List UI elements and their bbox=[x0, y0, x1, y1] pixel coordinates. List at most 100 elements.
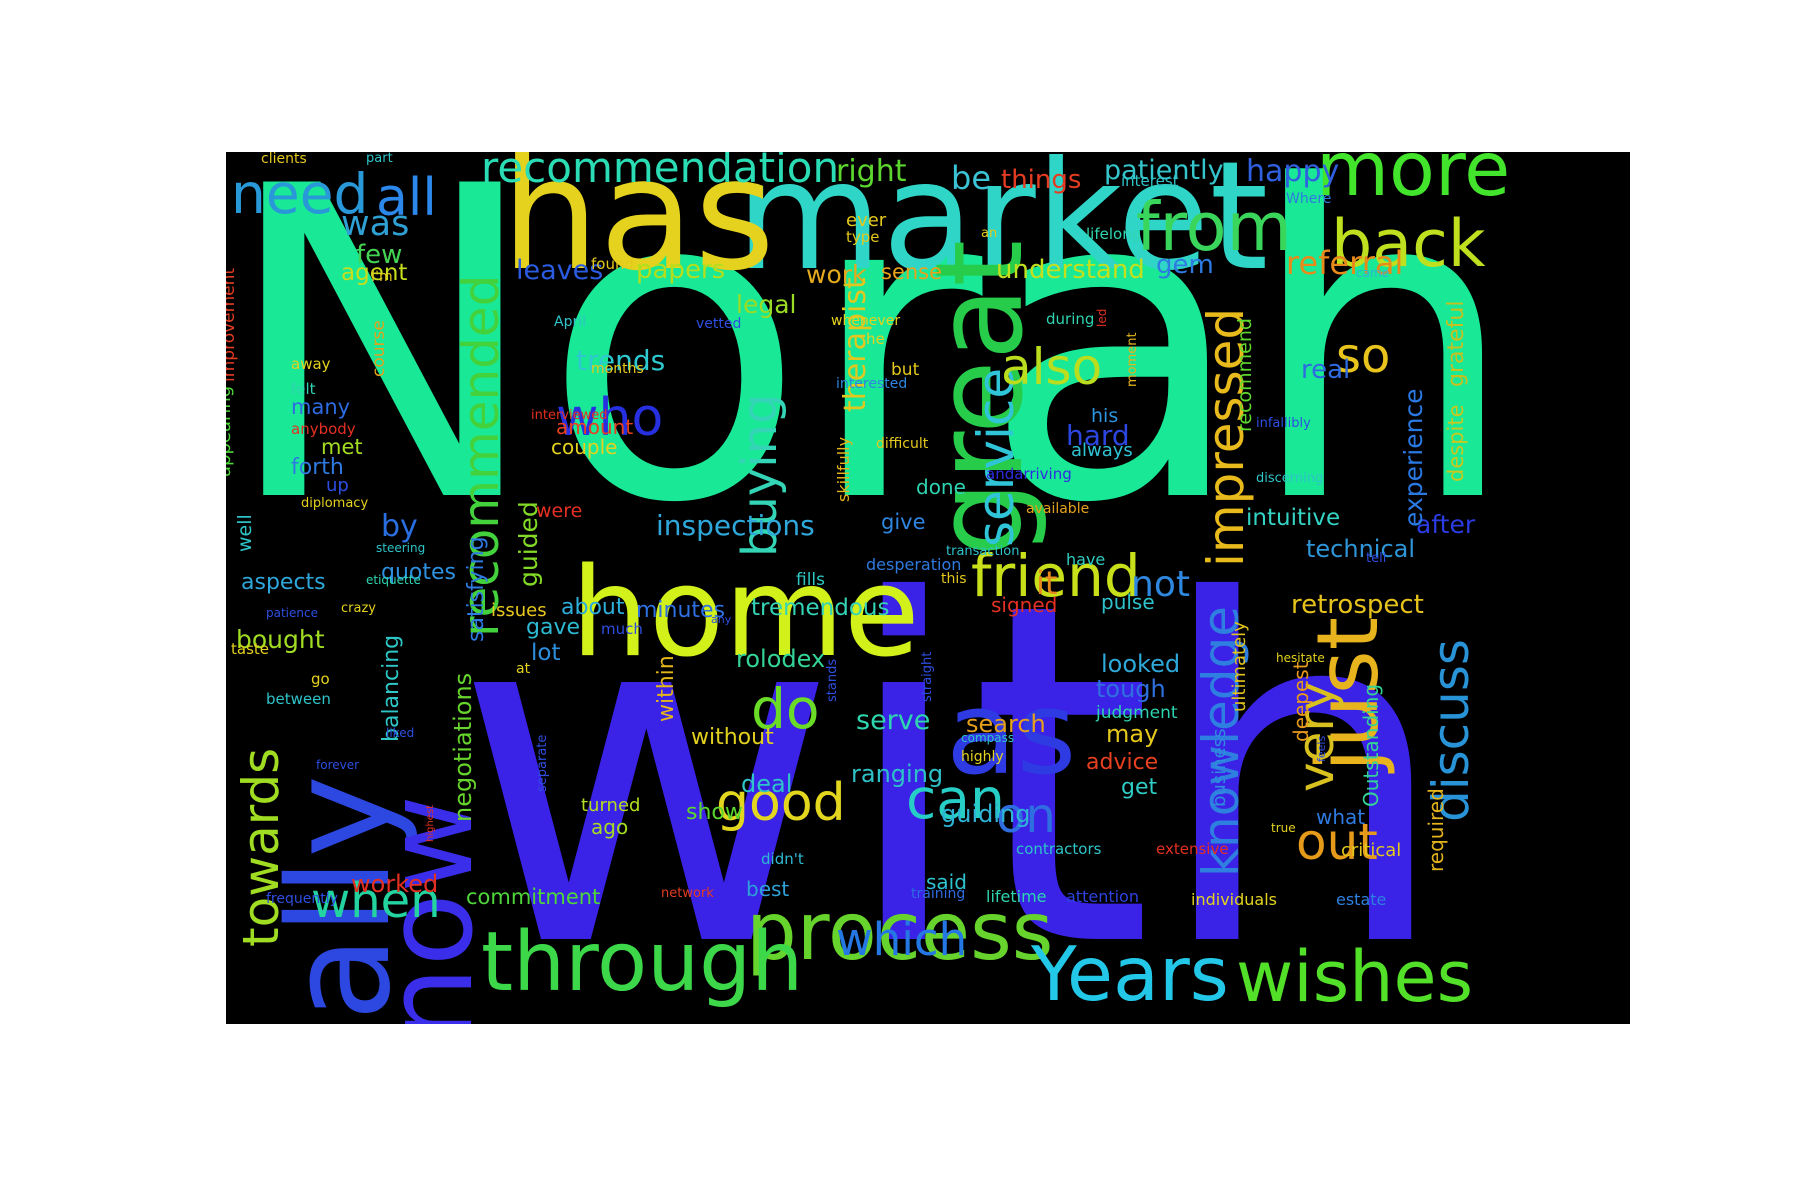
cloud-word: market bbox=[736, 152, 1269, 304]
cloud-word: judgment bbox=[1096, 703, 1178, 723]
cloud-word: felt bbox=[291, 380, 316, 398]
cloud-word: required bbox=[1424, 788, 1448, 872]
cloud-word: discerning bbox=[1256, 471, 1324, 486]
cloud-word: through bbox=[481, 915, 804, 1010]
cloud-word: he bbox=[866, 330, 885, 348]
cloud-word: pulse bbox=[1101, 590, 1155, 614]
cloud-word: deal bbox=[741, 770, 793, 798]
cloud-word: technical bbox=[1306, 535, 1416, 563]
cloud-word: right bbox=[836, 154, 907, 189]
cloud-word: highest bbox=[425, 804, 436, 842]
cloud-word: moment bbox=[1125, 332, 1140, 387]
cloud-word: process bbox=[746, 885, 1054, 978]
cloud-word: tell bbox=[1366, 551, 1387, 566]
cloud-word: well bbox=[234, 514, 256, 552]
cloud-word: turned bbox=[581, 795, 641, 816]
cloud-word: feels bbox=[1315, 735, 1328, 762]
cloud-word: not bbox=[1131, 564, 1190, 605]
cloud-word: trends bbox=[576, 344, 666, 377]
cloud-word: diplomacy bbox=[301, 496, 369, 511]
cloud-word: said bbox=[926, 870, 967, 894]
cloud-word: done bbox=[916, 475, 966, 499]
cloud-word: led bbox=[1095, 308, 1109, 327]
cloud-word: fills bbox=[796, 570, 826, 590]
cloud-word: recommendation bbox=[481, 152, 840, 192]
cloud-word: separate bbox=[535, 734, 550, 792]
cloud-word: Norah bbox=[226, 152, 1519, 597]
cloud-word: minutes bbox=[636, 598, 726, 623]
cloud-word: wishes bbox=[1236, 936, 1474, 1018]
cloud-word: ultimately bbox=[1229, 621, 1250, 712]
cloud-word: much bbox=[601, 620, 643, 638]
cloud-word: inspections bbox=[656, 509, 815, 542]
cloud-word: issues bbox=[491, 600, 547, 621]
cloud-word: after bbox=[1416, 510, 1476, 539]
cloud-word: from bbox=[1136, 188, 1292, 266]
cloud-word: didn't bbox=[761, 850, 804, 868]
cloud-word: Outstanding bbox=[1359, 683, 1383, 807]
cloud-word: true bbox=[1271, 821, 1296, 835]
cloud-word: get bbox=[1121, 775, 1158, 800]
cloud-word: desperation bbox=[866, 555, 962, 574]
cloud-word: quotes bbox=[381, 560, 456, 585]
cloud-word: what bbox=[1316, 805, 1366, 829]
cloud-word: best bbox=[746, 877, 790, 901]
cloud-word: who bbox=[556, 388, 664, 448]
cloud-word: crazy bbox=[341, 601, 376, 616]
cloud-word: advice bbox=[1086, 750, 1159, 775]
cloud-word: satisfying bbox=[464, 536, 489, 642]
cloud-word: understand bbox=[996, 255, 1145, 285]
cloud-word: improvement bbox=[226, 267, 239, 382]
cloud-word: aspects bbox=[241, 570, 326, 595]
cloud-word: also bbox=[1001, 338, 1103, 396]
cloud-word: infallibly bbox=[1256, 416, 1311, 431]
cloud-word: real bbox=[1301, 355, 1351, 385]
cloud-word: legal bbox=[736, 290, 797, 319]
word-cloud: Norah with market has home great really know as p… bbox=[226, 152, 1630, 1024]
cloud-word: lot bbox=[531, 640, 561, 666]
cloud-word: interested bbox=[836, 376, 908, 392]
cloud-word: Years bbox=[1031, 930, 1229, 1018]
cloud-word: etiquette bbox=[366, 573, 421, 587]
cloud-word: Where bbox=[1286, 191, 1332, 207]
cloud-word: course bbox=[369, 320, 389, 377]
cloud-word: negotiations bbox=[449, 672, 477, 822]
cloud-word: leaves bbox=[516, 255, 604, 286]
cloud-word: patiently bbox=[1104, 155, 1224, 186]
cloud-word: compass bbox=[961, 731, 1015, 745]
cloud-word: anybody bbox=[291, 420, 356, 438]
cloud-word: were bbox=[536, 500, 583, 522]
cloud-word: commitment bbox=[466, 885, 601, 909]
cloud-word: on bbox=[996, 788, 1056, 844]
cloud-word: andarriving bbox=[986, 465, 1072, 483]
cloud-word: be bbox=[951, 159, 991, 197]
cloud-word: within bbox=[654, 655, 679, 722]
cloud-word: worked bbox=[351, 870, 439, 898]
cloud-word: stands bbox=[825, 658, 840, 702]
cloud-word: an bbox=[981, 226, 998, 241]
cloud-word: transaction bbox=[946, 544, 1020, 559]
cloud-word: difficult bbox=[876, 436, 929, 452]
cloud-word: papers bbox=[636, 255, 726, 285]
cloud-word: do bbox=[751, 677, 820, 741]
cloud-word: give bbox=[881, 510, 926, 534]
cloud-word: out bbox=[1296, 813, 1378, 871]
cloud-word: by bbox=[381, 509, 418, 544]
cloud-word: back bbox=[1331, 207, 1486, 282]
cloud-word: always bbox=[1071, 440, 1133, 461]
cloud-word: gem bbox=[1156, 250, 1214, 280]
cloud-word: which bbox=[836, 913, 968, 966]
cloud-word: months bbox=[591, 361, 644, 377]
cloud-word: agent bbox=[341, 260, 408, 286]
cloud-word: ever bbox=[846, 210, 887, 231]
cloud-word: clients bbox=[261, 152, 307, 167]
cloud-word: deepest bbox=[1289, 661, 1313, 742]
cloud-word: more bbox=[1316, 152, 1511, 213]
cloud-word: was bbox=[341, 204, 410, 244]
cloud-word: work bbox=[806, 260, 867, 289]
cloud-word: vetted bbox=[696, 316, 742, 332]
cloud-word: met bbox=[321, 435, 363, 459]
cloud-word: patience bbox=[266, 606, 318, 620]
cloud-word: but bbox=[891, 360, 920, 380]
cloud-word: ago bbox=[591, 815, 629, 839]
